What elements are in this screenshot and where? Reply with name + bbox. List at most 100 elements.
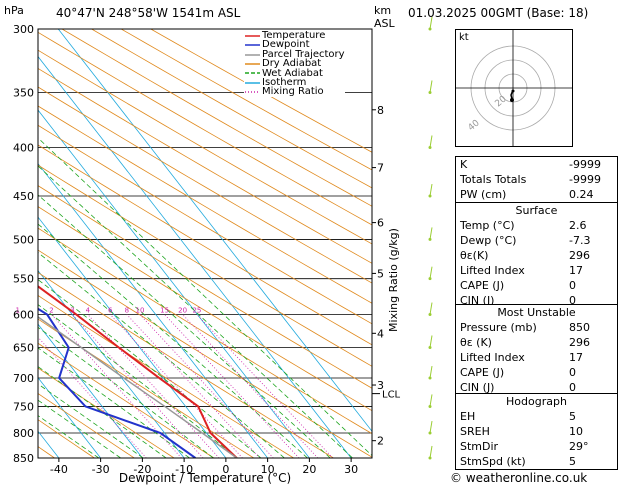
temp-tick-label: -20 — [133, 463, 151, 476]
wind-barb-point — [428, 456, 432, 460]
km-tick-label: 8 — [377, 104, 384, 117]
credit: © weatheronline.co.uk — [450, 471, 588, 485]
pressure-tick-label: 650 — [13, 341, 34, 354]
isotherm-line — [38, 323, 143, 458]
hodograph-unit-label: kt — [459, 32, 469, 43]
wind-barb — [429, 394, 433, 407]
dry-adiabat-line — [38, 393, 135, 458]
row-value: 296 — [569, 249, 590, 262]
parcel-trajectory-curve — [38, 315, 238, 458]
row-value: 29° — [569, 440, 589, 453]
row-label: Temp (°C) — [460, 219, 515, 232]
hodograph-table-title: Hodograph — [506, 395, 567, 408]
surface-panel: Surface Temp (°C) 2.6 Dewp (°C) -7.3 θε(K) 29… — [455, 202, 618, 309]
mixing-ratio-tick-label: 6 — [108, 307, 113, 315]
mixing-ratio-tick-label: 3 — [70, 307, 74, 315]
mixing-ratio-line — [109, 314, 243, 458]
legend-item: Isotherm — [244, 77, 345, 88]
wind-barb — [429, 183, 433, 197]
dry-adiabat-line — [38, 31, 372, 226]
pressure-tick-label: 800 — [13, 427, 34, 440]
wind-barb-point — [428, 146, 432, 150]
row-label: θε (K) — [460, 336, 492, 349]
legend-item: Wet Adiabat — [244, 68, 345, 78]
km-tick-label: 6 — [377, 217, 384, 230]
indices-panel: K -9999 Totals Totals -9999 PW (cm) 0.24 — [455, 156, 618, 203]
table-row: EH 5 — [456, 409, 617, 424]
datetime-title: 01.03.2025 00GMT (Base: 18) — [408, 6, 589, 20]
row-value: 5 — [569, 410, 576, 423]
table-row: Lifted Index 17 — [456, 263, 617, 278]
wind-barb — [429, 80, 433, 93]
dry-adiabat-line — [38, 49, 372, 245]
wet-adiabat-line — [38, 383, 144, 458]
legend: Temperature Dewpoint Parcel Trajectory Dry … — [244, 30, 345, 98]
row-label: K — [460, 158, 468, 171]
hodograph-table-panel: Hodograph EH 5 SREH 10 StmDir 29° StmSpd (kt) 5 — [455, 393, 618, 470]
km-unit-label: km — [374, 4, 391, 17]
table-row: PW (cm) 0.24 — [456, 187, 617, 202]
wet-adiabat-line — [38, 223, 308, 458]
row-label: StmDir — [460, 440, 499, 453]
row-label: StmSpd (kt) — [460, 455, 526, 468]
legend-swatch — [245, 53, 260, 56]
row-value: 0 — [569, 279, 576, 292]
row-value: -9999 — [569, 173, 601, 186]
table-row: CAPE (J) 0 — [456, 278, 617, 293]
table-row: θε(K) 296 — [456, 248, 617, 263]
row-value: 2.6 — [569, 219, 587, 232]
legend-label: Dry Adiabat — [262, 58, 322, 70]
table-row: CIN (J) 0 — [456, 380, 617, 395]
dry-adiabat-line — [38, 67, 372, 264]
hodograph-point — [510, 98, 514, 102]
dry-adiabat-line — [38, 342, 215, 458]
mixing-ratio-tick-label: 10 — [135, 307, 144, 315]
surface-title: Surface — [515, 204, 558, 217]
table-row: Pressure (mb) 850 — [456, 320, 617, 335]
isotherm-line — [57, 29, 372, 432]
table-row: Totals Totals -9999 — [456, 172, 617, 187]
table-row: SREH 10 — [456, 424, 617, 439]
isotherm-line — [38, 109, 310, 458]
pressure-tick-label: 450 — [13, 190, 34, 203]
legend-label: Temperature — [262, 30, 326, 41]
km-tick-label: 3 — [377, 379, 384, 392]
temp-tick-label: 30 — [344, 463, 358, 476]
dry-adiabat-line — [38, 124, 372, 325]
wind-barb-point — [428, 90, 432, 94]
dry-adiabat-line — [38, 272, 334, 458]
km-tick-label: 4 — [377, 327, 384, 340]
dry-adiabat-line — [61, 29, 372, 207]
row-value: 0 — [569, 294, 576, 307]
wet-adiabat-line — [38, 304, 238, 458]
km-tick-label: 7 — [377, 162, 384, 175]
most-unstable-title: Most Unstable — [497, 306, 576, 319]
row-label: CIN (J) — [460, 381, 495, 394]
isotherm-line — [38, 55, 352, 458]
legend-item: Dewpoint — [244, 40, 345, 50]
temperature-curve — [38, 285, 238, 458]
row-label: PW (cm) — [460, 188, 507, 201]
row-value: 17 — [569, 351, 583, 364]
pressure-tick-label: 500 — [13, 233, 34, 246]
wind-barb — [429, 16, 433, 30]
legend-swatch — [245, 63, 260, 65]
mixing-ratio-line — [51, 314, 182, 458]
wind-barb-point — [428, 431, 432, 435]
mixing-ratio-line — [87, 314, 220, 458]
legend-label: Mixing Ratio — [262, 86, 324, 98]
row-value: 0.24 — [569, 188, 594, 201]
legend-item: Temperature — [244, 30, 345, 41]
mixing-ratio-line — [38, 336, 147, 458]
row-value: -7.3 — [569, 234, 591, 247]
wind-barb-point — [428, 376, 432, 380]
dry-adiabat-line — [121, 29, 372, 171]
dry-adiabat-line — [38, 144, 372, 346]
row-label: θε(K) — [460, 249, 489, 262]
pressure-tick-label: 350 — [13, 86, 34, 99]
temp-tick-label: -30 — [92, 463, 110, 476]
mixing-ratio-tick-label: 15 — [160, 307, 169, 315]
x-axis-label: Dewpoint / Temperature (°C) — [119, 471, 291, 485]
row-label: Lifted Index — [460, 264, 525, 277]
asl-unit-label: ASL — [374, 17, 396, 30]
